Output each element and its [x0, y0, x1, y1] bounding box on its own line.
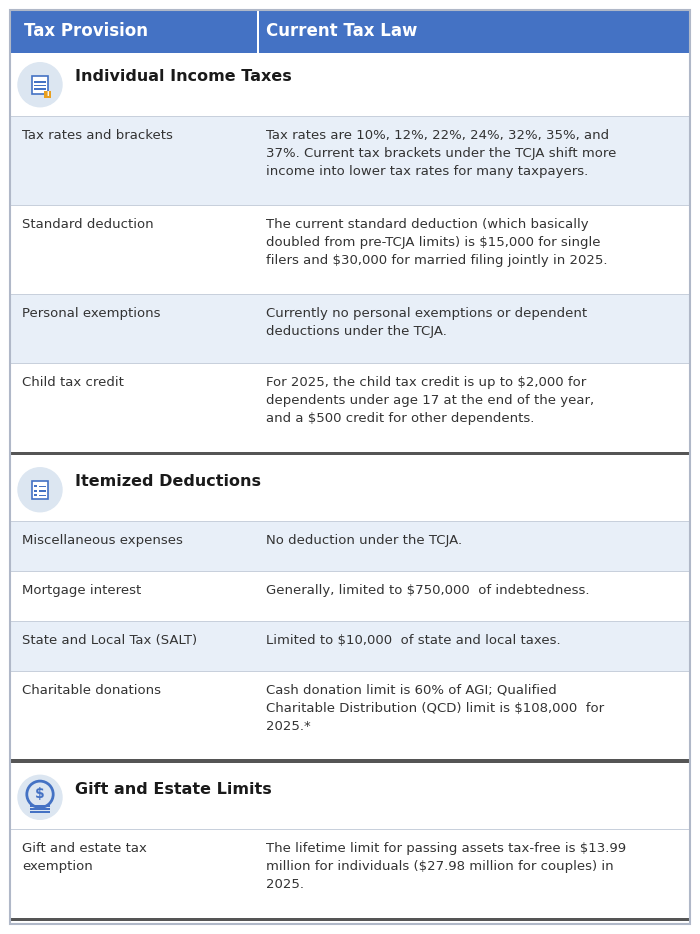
Text: Gift and Estate Limits: Gift and Estate Limits	[75, 782, 272, 797]
Bar	[34, 85, 46, 86]
Bar	[10, 293, 690, 363]
Bar	[10, 571, 690, 572]
Text: For 2025, the child tax credit is up to $2,000 for
dependents under age 17 at th: For 2025, the child tax credit is up to …	[266, 376, 594, 425]
Text: Mortgage interest: Mortgage interest	[22, 584, 141, 597]
Text: The current standard deduction (which basically
doubled from pre-TCJA limits) is: The current standard deduction (which ba…	[266, 218, 608, 267]
Bar	[10, 621, 690, 622]
Text: Child tax credit: Child tax credit	[22, 376, 124, 389]
Text: Itemized Deductions: Itemized Deductions	[75, 474, 261, 489]
Bar	[10, 53, 690, 116]
Bar	[10, 759, 690, 763]
Text: Miscellaneous expenses: Miscellaneous expenses	[22, 534, 183, 547]
Bar	[10, 116, 690, 205]
Bar	[10, 116, 690, 117]
Bar	[10, 363, 690, 452]
Bar	[10, 459, 690, 521]
Bar	[10, 917, 690, 921]
Bar	[10, 10, 690, 53]
Text: Tax rates are 10%, 12%, 22%, 24%, 32%, 35%, and
37%. Current tax brackets under : Tax rates are 10%, 12%, 22%, 24%, 32%, 3…	[266, 129, 617, 178]
Bar	[39, 495, 46, 496]
Text: No deduction under the TCJA.: No deduction under the TCJA.	[266, 534, 462, 547]
Text: The lifetime limit for passing assets tax-free is $13.99
million for individuals: The lifetime limit for passing assets ta…	[266, 842, 626, 891]
Bar	[34, 489, 37, 491]
Text: Charitable donations: Charitable donations	[22, 684, 161, 697]
Bar	[10, 828, 690, 917]
Text: Standard deduction: Standard deduction	[22, 218, 153, 231]
Bar	[10, 828, 690, 829]
Bar	[32, 76, 48, 93]
Bar	[10, 571, 690, 621]
Bar	[44, 91, 51, 98]
Bar	[10, 521, 690, 522]
Bar	[32, 481, 48, 499]
Bar	[39, 490, 46, 491]
Bar	[10, 671, 690, 759]
Bar	[30, 808, 50, 810]
Text: Cash donation limit is 60% of AGI; Qualified
Charitable Distribution (QCD) limit: Cash donation limit is 60% of AGI; Quali…	[266, 684, 604, 732]
Text: Currently no personal exemptions or dependent
deductions under the TCJA.: Currently no personal exemptions or depe…	[266, 306, 587, 338]
Bar	[39, 486, 46, 488]
Bar	[34, 486, 37, 488]
Text: Tax rates and brackets: Tax rates and brackets	[22, 129, 173, 142]
Bar	[10, 363, 690, 364]
Bar	[10, 293, 690, 295]
Text: Gift and estate tax
exemption: Gift and estate tax exemption	[22, 842, 147, 872]
Bar	[10, 452, 690, 456]
Bar	[34, 494, 37, 496]
Bar	[10, 521, 690, 571]
Bar	[10, 766, 690, 828]
Bar	[34, 81, 46, 82]
Bar	[10, 671, 690, 672]
Text: $: $	[35, 787, 45, 801]
Bar	[30, 805, 50, 807]
Circle shape	[18, 468, 62, 512]
Text: Personal exemptions: Personal exemptions	[22, 306, 160, 319]
Text: State and Local Tax (SALT): State and Local Tax (SALT)	[22, 634, 197, 646]
Bar	[30, 812, 50, 813]
Circle shape	[18, 775, 62, 819]
Text: Current Tax Law: Current Tax Law	[266, 22, 418, 40]
Bar	[10, 621, 690, 671]
Bar	[34, 89, 46, 90]
Bar	[10, 205, 690, 293]
Text: Tax Provision: Tax Provision	[24, 22, 148, 40]
Text: Limited to $10,000  of state and local taxes.: Limited to $10,000 of state and local ta…	[266, 634, 561, 646]
Text: Individual Income Taxes: Individual Income Taxes	[75, 69, 292, 84]
Circle shape	[18, 63, 62, 106]
Bar	[257, 10, 259, 53]
Text: i: i	[46, 92, 49, 97]
Text: Generally, limited to $750,000  of indebtedness.: Generally, limited to $750,000 of indebt…	[266, 584, 589, 597]
